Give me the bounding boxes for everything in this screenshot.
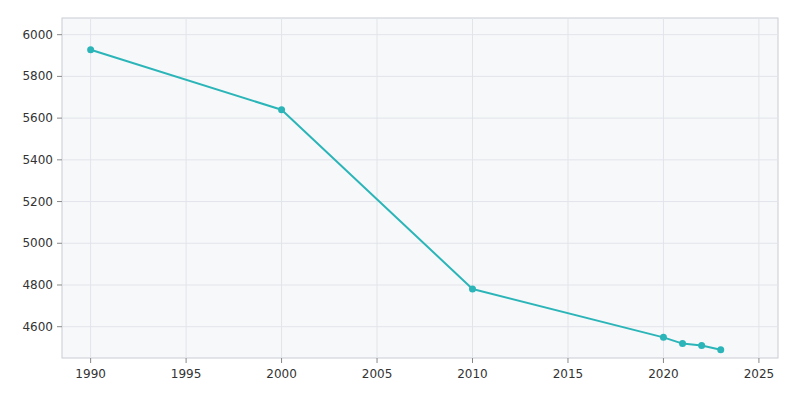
grid-line-x: [377, 18, 378, 358]
tick-label-x: 2025: [744, 367, 775, 381]
point: [469, 285, 476, 292]
axes: 1990 1995 2000 2005 2010 2015 2020 2025 4600 4800…: [22, 28, 774, 381]
tick-y: [57, 118, 62, 119]
tick-y: [57, 326, 62, 327]
grid-line-x: [758, 18, 759, 358]
grid-line-x: [186, 18, 187, 358]
tick-label-x: 1990: [75, 367, 106, 381]
tick-y: [57, 76, 62, 77]
tick-label-y: 5000: [22, 236, 53, 250]
grid-line-x: [90, 18, 91, 358]
chart-container: 1990 1995 2000 2005 2010 2015 2020 2025 4600 4800…: [0, 0, 800, 400]
tick-y: [57, 243, 62, 244]
tick-x: [567, 358, 568, 363]
grid-line-y: [62, 118, 778, 119]
grid-line-x: [472, 18, 473, 358]
grid-line-x: [281, 18, 282, 358]
tick-y: [57, 159, 62, 160]
grid-line-x: [567, 18, 568, 358]
series: [87, 46, 724, 353]
tick-label-x: 2000: [266, 367, 297, 381]
grid-line-y: [62, 326, 778, 327]
tick-y: [57, 201, 62, 202]
tick-x: [758, 358, 759, 363]
tick-label-y: 5600: [22, 111, 53, 125]
tick-label-y: 5800: [22, 69, 53, 83]
grid-line-y: [62, 76, 778, 77]
tick-x: [472, 358, 473, 363]
tick-y: [57, 34, 62, 35]
grid-line-y: [62, 201, 778, 202]
tick-x: [90, 358, 91, 363]
plot-area: [62, 18, 778, 358]
tick-label-y: 5200: [22, 195, 53, 209]
point: [698, 342, 705, 349]
grid-line-y: [62, 34, 778, 35]
point: [660, 334, 667, 341]
point: [679, 340, 686, 347]
point: [278, 106, 285, 113]
tick-x: [186, 358, 187, 363]
tick-x: [377, 358, 378, 363]
tick-x: [663, 358, 664, 363]
point: [87, 46, 94, 53]
grid-line-y: [62, 159, 778, 160]
tick-label-x: 2015: [553, 367, 584, 381]
chart: 1990 1995 2000 2005 2010 2015 2020 2025 4600 4800…: [0, 0, 800, 400]
point: [717, 346, 724, 353]
grid: [62, 18, 778, 358]
tick-label-x: 2010: [457, 367, 488, 381]
grid-line-y: [62, 243, 778, 244]
line: [91, 50, 721, 350]
tick-label-x: 2005: [362, 367, 393, 381]
tick-x: [281, 358, 282, 363]
grid-line-y: [62, 284, 778, 285]
tick-label-y: 4600: [22, 320, 53, 334]
tick-label-x: 1995: [171, 367, 202, 381]
tick-label-x: 2020: [648, 367, 679, 381]
tick-label-y: 6000: [22, 28, 53, 42]
tick-label-y: 5400: [22, 153, 53, 167]
grid-line-x: [663, 18, 664, 358]
tick-label-y: 4800: [22, 278, 53, 292]
tick-y: [57, 284, 62, 285]
